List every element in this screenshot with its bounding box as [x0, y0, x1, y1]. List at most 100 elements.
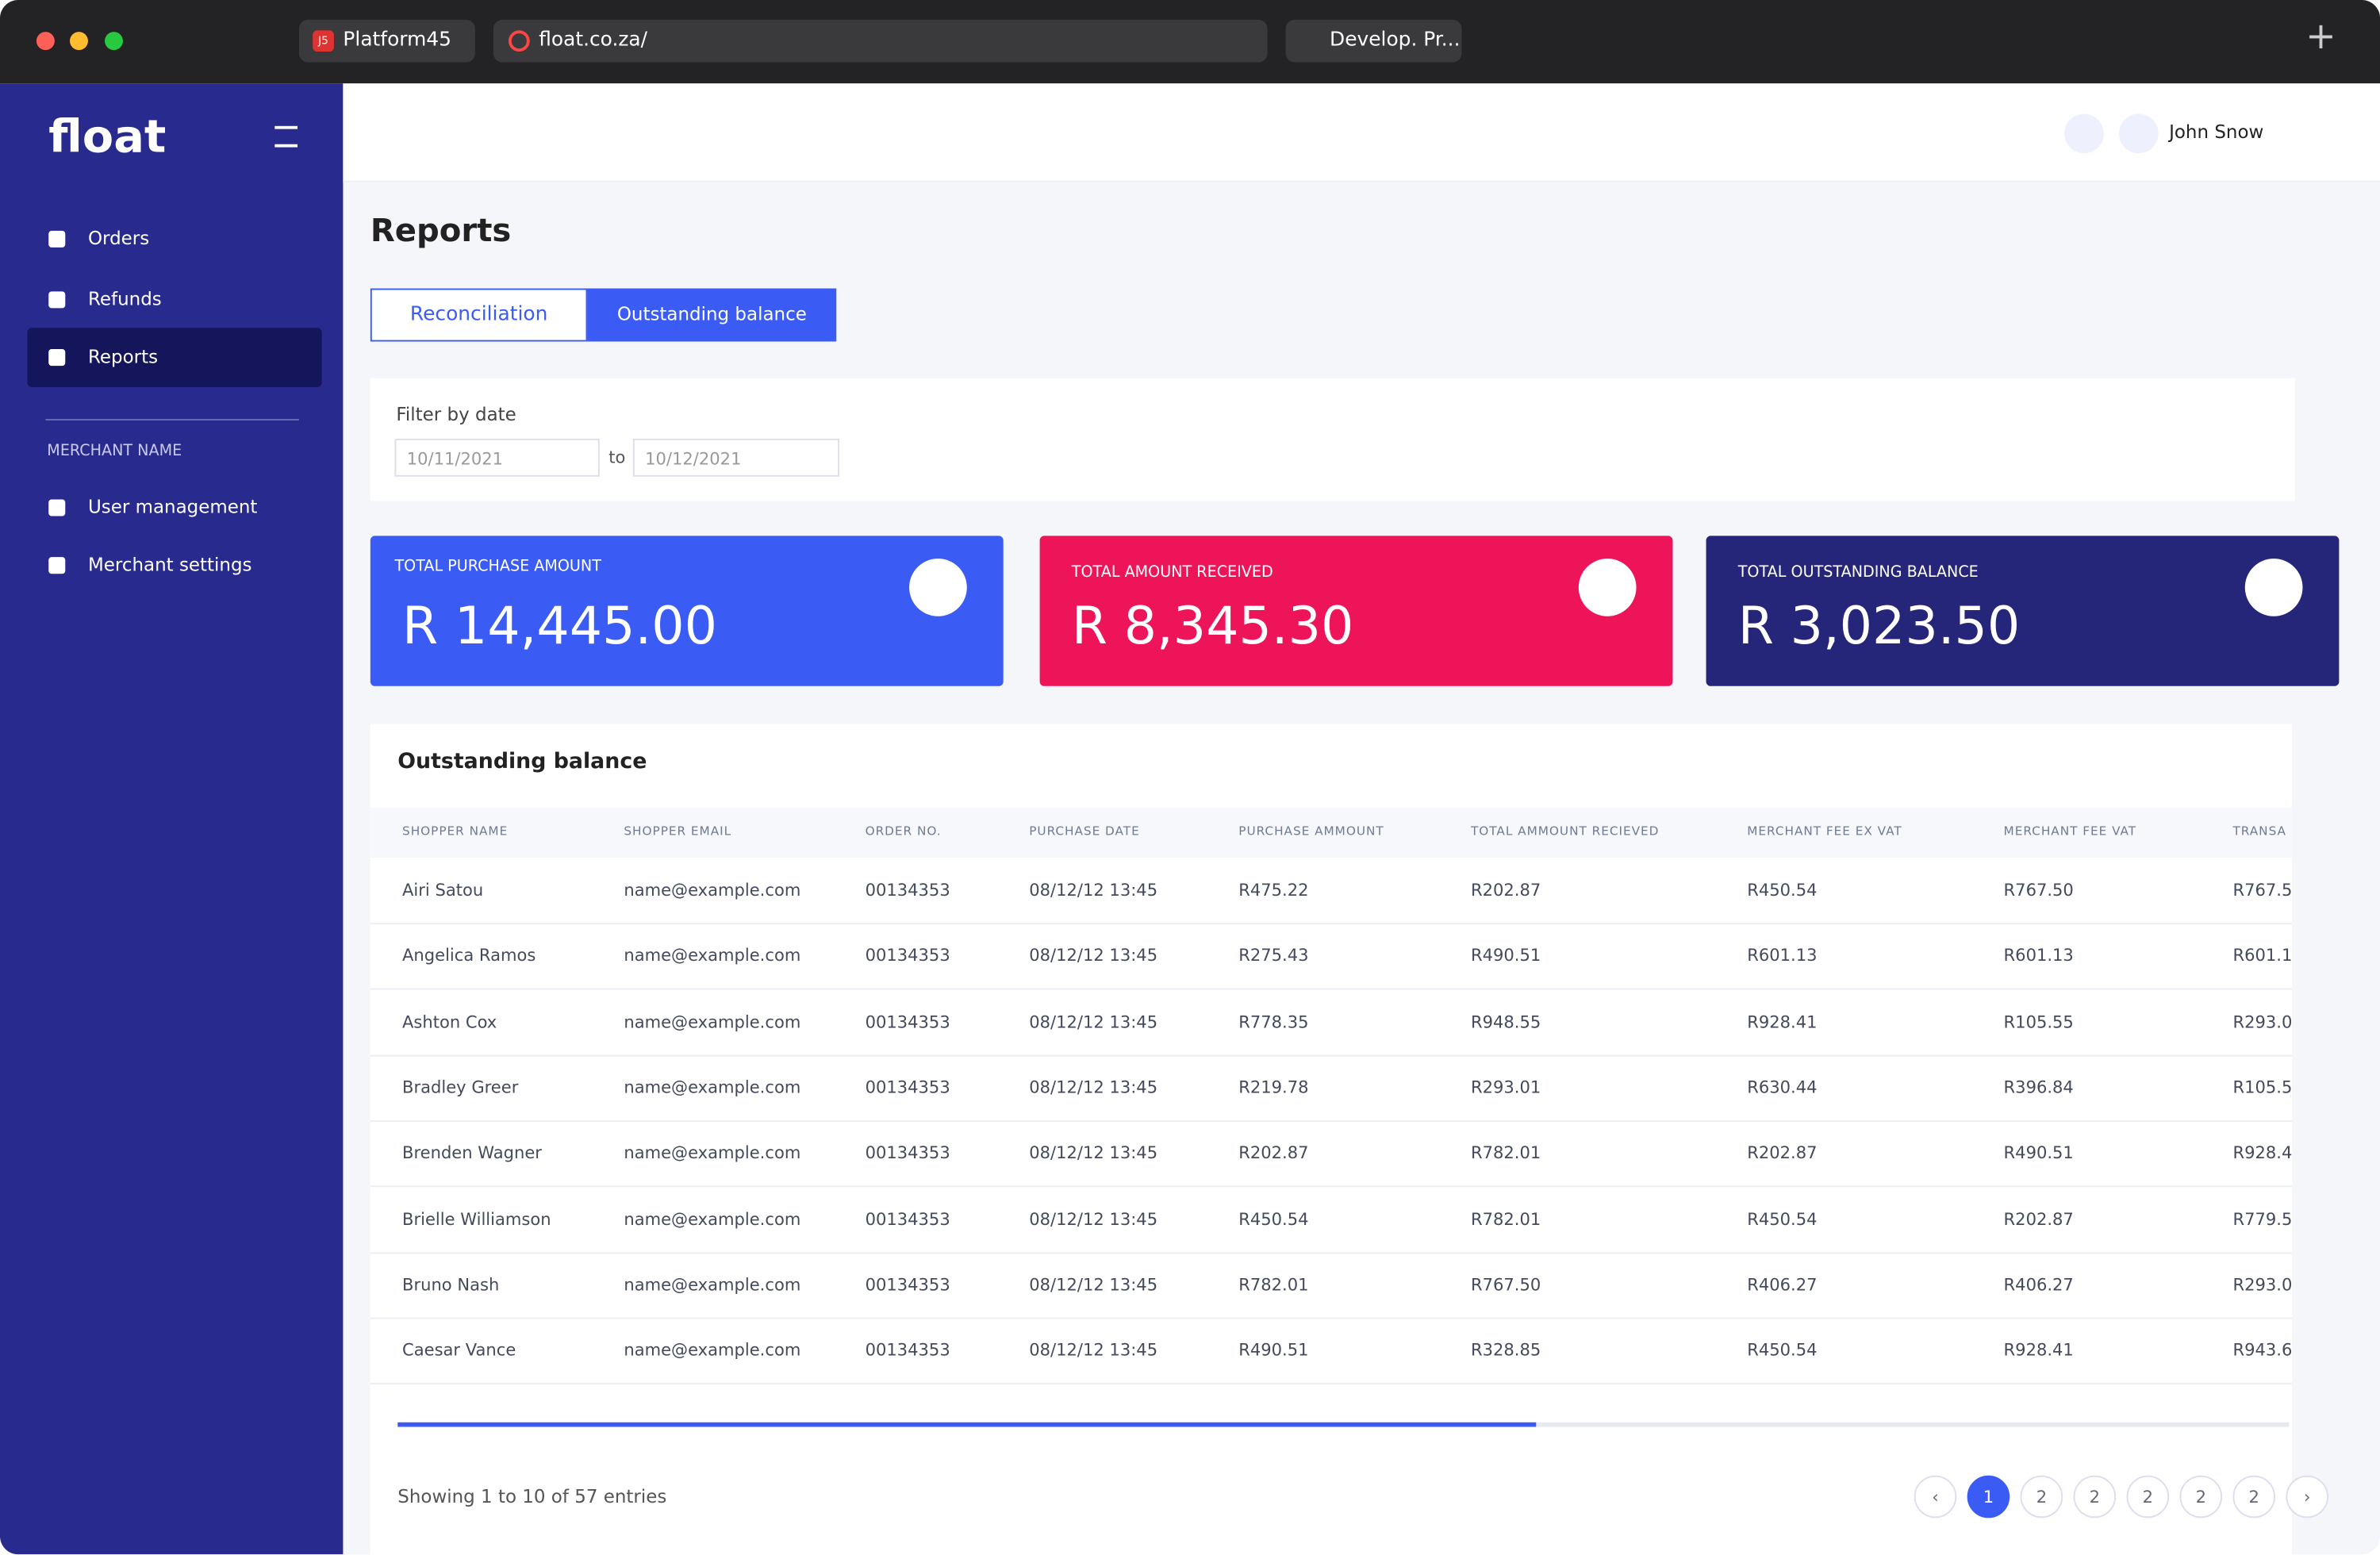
cell: R782.01: [1238, 1274, 1309, 1295]
column-header[interactable]: MERCHANT FEE VAT: [2003, 824, 2137, 839]
row-divider: [370, 989, 2293, 991]
cell: 00134353: [865, 946, 950, 966]
card-label: TOTAL AMOUNT RECEIVED: [1071, 564, 1273, 582]
tab[interactable]: J5 Platform45: [298, 19, 475, 63]
new-tab[interactable]: +: [2305, 15, 2336, 58]
nav-item[interactable]: Orders: [87, 227, 150, 249]
table-header: [370, 807, 2293, 858]
cell: R601.13: [2003, 946, 2074, 966]
column-header[interactable]: TOTAL AMMOUNT RECIEVED: [1470, 824, 1660, 839]
page-button[interactable]: 2: [2126, 1475, 2170, 1519]
cell: R450.54: [1747, 1208, 1818, 1229]
active-item: [27, 328, 322, 387]
cell: 00134353: [865, 1340, 950, 1361]
avatar[interactable]: [2118, 113, 2159, 154]
logo: float: [48, 110, 167, 164]
cell: R943.65: [2232, 1340, 2293, 1361]
icon: [48, 349, 66, 367]
row-divider: [370, 923, 2293, 925]
notifications[interactable]: [2064, 113, 2104, 154]
cell: R293.01: [2232, 1012, 2293, 1032]
cell: 00134353: [865, 1208, 950, 1229]
cell: R450.54: [1747, 880, 1818, 900]
page-button[interactable]: 2: [2020, 1475, 2063, 1519]
address-bar[interactable]: float.co.za/: [493, 19, 1268, 63]
cell: R105.55: [2003, 1012, 2074, 1032]
minimize[interactable]: [70, 32, 88, 51]
nav-item[interactable]: Reports: [87, 346, 159, 368]
url: float.co.za/: [539, 29, 648, 52]
cell: R928.41: [2232, 1143, 2293, 1163]
tab-title: Develop. Pr...: [1330, 29, 1461, 52]
cell: R601.13: [2232, 946, 2293, 966]
close[interactable]: [36, 32, 55, 51]
page-button[interactable]: ‹: [1914, 1475, 1957, 1519]
cell: R782.01: [1470, 1143, 1541, 1163]
cell: R202.87: [1238, 1143, 1309, 1163]
menu-toggle[interactable]: [274, 125, 298, 148]
nav-item[interactable]: User management: [87, 496, 258, 518]
cell: R490.51: [1470, 946, 1541, 966]
cell: 08/12/12 13:45: [1029, 1143, 1158, 1163]
cell: R948.55: [1470, 1012, 1541, 1032]
column-header[interactable]: MERCHANT FEE EX VAT: [1747, 824, 1902, 839]
tab-active[interactable]: Outstanding balance: [587, 288, 837, 342]
cell: R490.51: [1238, 1340, 1309, 1361]
column-header[interactable]: PURCHASE DATE: [1029, 824, 1140, 839]
cell: R767.50: [2003, 880, 2074, 900]
table-panel: Outstanding balance Showing 1 to 10 of 5…: [370, 724, 2293, 1555]
row-divider: [370, 1251, 2293, 1254]
cell: Brielle Williamson: [402, 1208, 551, 1229]
date-input[interactable]: 10/12/2021: [632, 438, 840, 477]
card-icon: [909, 559, 967, 616]
icon: [48, 499, 66, 516]
column-header[interactable]: PURCHASE AMMOUNT: [1238, 824, 1384, 839]
page-button[interactable]: 2: [2179, 1475, 2223, 1519]
row-divider: [370, 1185, 2293, 1188]
user-name[interactable]: John Snow: [2169, 121, 2264, 143]
nav-item[interactable]: Merchant settings: [87, 554, 252, 576]
nav-item[interactable]: Refunds: [87, 288, 162, 310]
page-button[interactable]: 1: [1967, 1475, 2010, 1519]
page-button[interactable]: 2: [2232, 1475, 2276, 1519]
card-icon: [2244, 559, 2303, 616]
icon: [48, 557, 66, 574]
cell: R328.85: [1470, 1340, 1541, 1361]
scroll-thumb[interactable]: [397, 1422, 1537, 1427]
cell: Bruno Nash: [402, 1274, 500, 1295]
stat-card: TOTAL PURCHASE AMOUNT R 14,445.00: [370, 536, 1004, 686]
cell: name@example.com: [624, 1340, 801, 1361]
column-header[interactable]: SHOPPER NAME: [402, 824, 509, 839]
cell: R105.55: [2232, 1077, 2293, 1098]
page-button[interactable]: ›: [2286, 1475, 2329, 1519]
page-button[interactable]: 2: [2073, 1475, 2117, 1519]
divider: [45, 419, 299, 420]
maximize[interactable]: [105, 32, 123, 51]
cell: R767.50: [2232, 880, 2293, 900]
cell: 08/12/12 13:45: [1029, 1012, 1158, 1032]
cell: 08/12/12 13:45: [1029, 1208, 1158, 1229]
icon: [48, 230, 66, 248]
column-header[interactable]: ORDER NO.: [865, 824, 942, 839]
cell: Ashton Cox: [402, 1012, 497, 1032]
cell: 00134353: [865, 1274, 950, 1295]
cell: R202.87: [1747, 1143, 1818, 1163]
cell: R778.35: [1238, 1012, 1309, 1032]
cell: Caesar Vance: [402, 1340, 516, 1361]
cell: R928.41: [1747, 1012, 1818, 1032]
cell: Bradley Greer: [402, 1077, 519, 1098]
date-input[interactable]: 10/11/2021: [394, 438, 600, 477]
filter-panel: Filter by date 10/11/2021 to 10/12/2021: [370, 378, 2295, 501]
column-header[interactable]: SHOPPER EMAIL: [624, 824, 732, 839]
card-label: TOTAL PURCHASE AMOUNT: [394, 559, 601, 576]
cell: R450.54: [1238, 1208, 1309, 1229]
cell: 08/12/12 13:45: [1029, 1077, 1158, 1098]
cell: R782.01: [1470, 1208, 1541, 1229]
table-info: Showing 1 to 10 of 57 entries: [397, 1486, 667, 1507]
column-header[interactable]: TRANSA: [2232, 824, 2286, 839]
tab[interactable]: Reconciliation: [370, 288, 588, 342]
tab[interactable]: Develop. Pr...: [1285, 19, 1462, 63]
favicon: [508, 30, 530, 52]
cell: name@example.com: [624, 880, 801, 900]
icon: [48, 291, 66, 309]
